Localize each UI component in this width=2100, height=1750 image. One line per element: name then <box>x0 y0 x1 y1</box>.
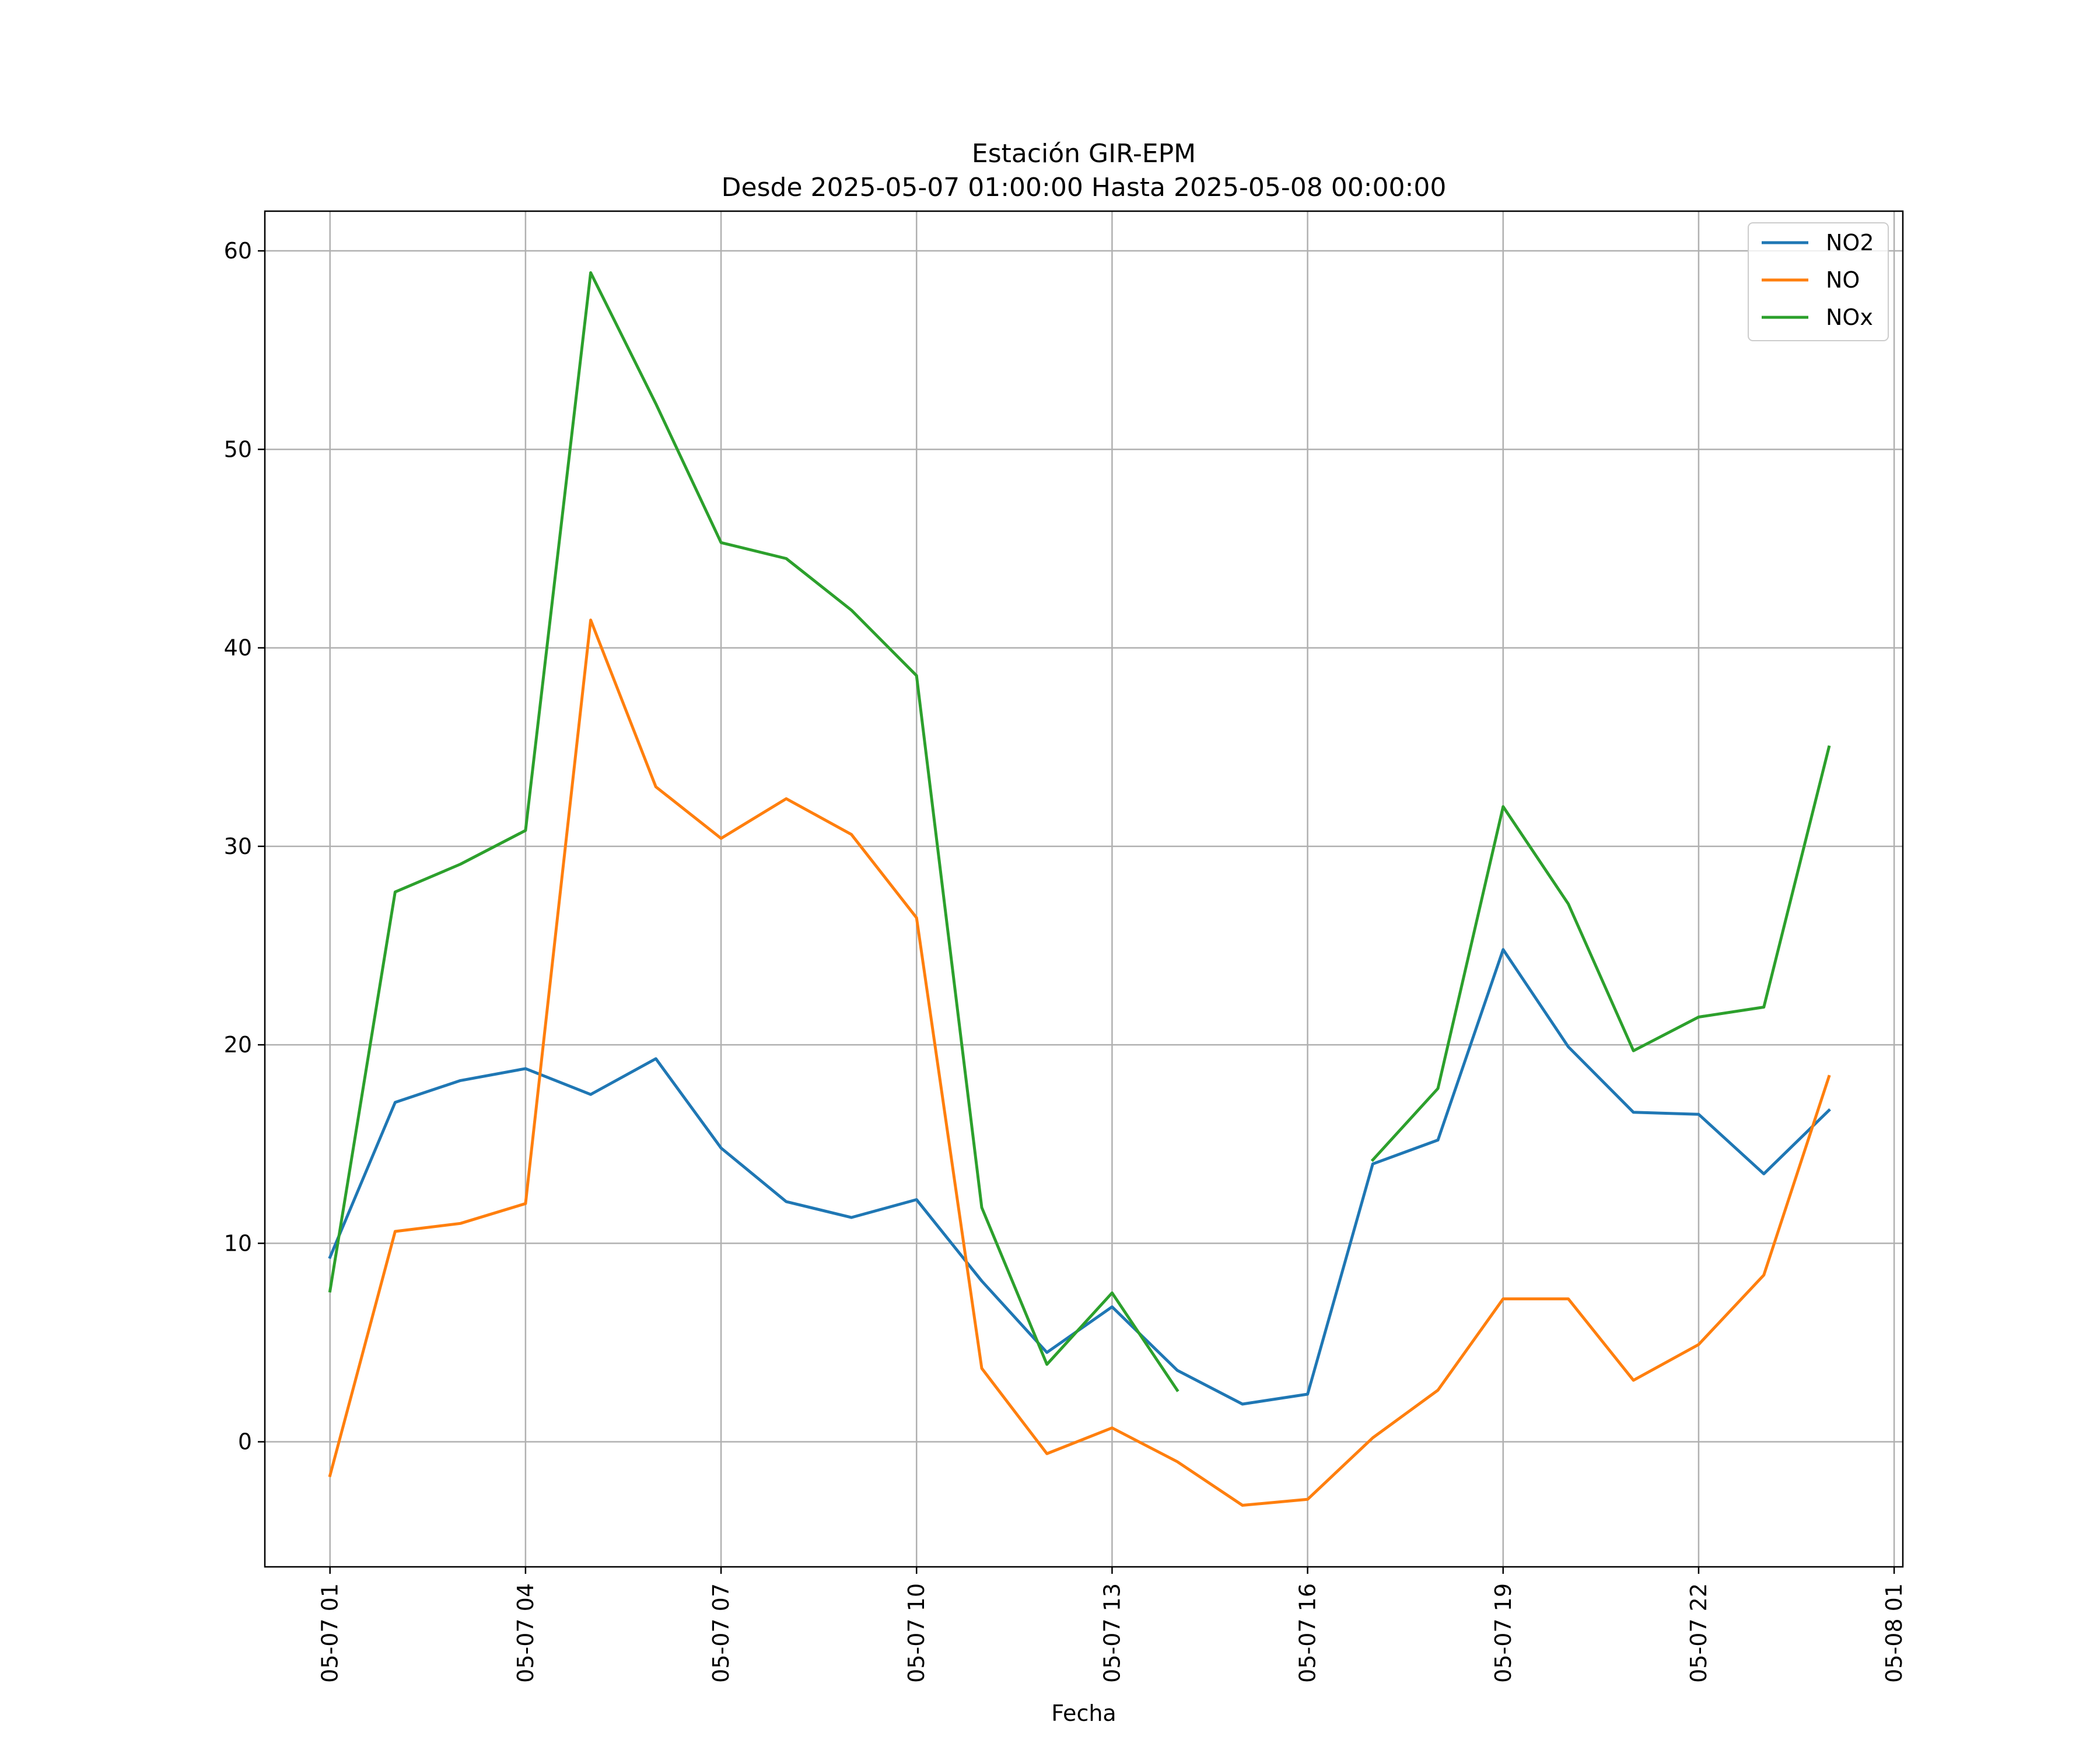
legend-label-no: NO <box>1826 267 1860 293</box>
y-tick-label: 40 <box>224 635 252 661</box>
y-tick-label: 50 <box>224 436 252 462</box>
legend: NO2 NO NOx <box>1748 222 1889 341</box>
x-tick-label: 05-07 22 <box>1686 1583 1712 1683</box>
x-tick-label: 05-08 01 <box>1881 1583 1907 1683</box>
legend-label-nox: NOx <box>1826 304 1873 330</box>
series-nox-segment <box>328 271 1180 1392</box>
x-axis: 05-07 01 05-07 04 05-07 07 05-07 10 05-07 13… <box>317 1567 1907 1683</box>
x-tick-label: 05-07 04 <box>513 1583 538 1683</box>
series-layer <box>328 271 1831 1507</box>
x-tick-label: 05-07 19 <box>1490 1583 1516 1683</box>
series-no-line <box>328 618 1831 1507</box>
chart-subtitle: Desde 2025-05-07 01:00:00 Hasta 2025-05-… <box>722 173 1447 202</box>
series-nox-line <box>328 271 1831 1392</box>
x-tick-label: 05-07 13 <box>1099 1583 1125 1683</box>
plot-frame <box>264 210 1904 1568</box>
x-tick-label: 05-07 07 <box>708 1583 734 1683</box>
chart-title: Estación GIR-EPM <box>972 139 1196 169</box>
x-tick-label: 05-07 16 <box>1295 1583 1321 1683</box>
y-tick-label: 20 <box>224 1032 252 1058</box>
legend-box <box>1748 222 1889 341</box>
y-tick-label: 30 <box>224 834 252 859</box>
x-tick-label: 05-07 10 <box>904 1583 929 1683</box>
series-no-segment <box>328 618 1831 1507</box>
y-axis: 0 10 20 30 40 50 60 <box>224 238 265 1455</box>
grid <box>265 211 1903 1567</box>
x-tick-label: 05-07 01 <box>317 1583 343 1683</box>
legend-label-no2: NO2 <box>1826 230 1874 256</box>
y-tick-label: 60 <box>224 238 252 264</box>
series-nox-segment <box>1370 745 1831 1163</box>
legend-items: NO2 NO NOx <box>1762 230 1874 330</box>
y-tick-label: 10 <box>224 1230 252 1256</box>
x-axis-label: Fecha <box>1051 1700 1116 1726</box>
y-tick-label: 0 <box>238 1429 252 1455</box>
